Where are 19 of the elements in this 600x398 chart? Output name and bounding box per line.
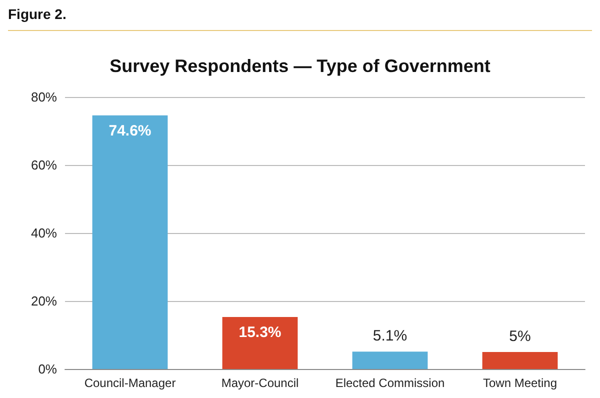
data-label: 5.1%	[372, 328, 408, 345]
y-tick-label: 80%	[30, 90, 58, 104]
x-tick-label: Elected Commission	[335, 376, 445, 390]
y-tick-label: 20%	[30, 294, 58, 308]
bar	[222, 316, 298, 369]
data-label: 74.6%	[108, 122, 152, 140]
chart-title: Survey Respondents — Type of Government	[110, 56, 490, 76]
x-tick-label: Council-Manager	[84, 376, 176, 390]
y-tick-label: 40%	[30, 226, 58, 240]
caption: Figure 2.	[8, 6, 66, 22]
y-tick-label: 60%	[30, 158, 58, 172]
bar	[352, 352, 428, 369]
data-label: 5%	[509, 328, 531, 345]
data-label: 15.3%	[238, 324, 282, 341]
y-tick-label: 0%	[38, 362, 58, 376]
bar	[482, 352, 558, 369]
bar	[92, 115, 168, 369]
x-tick-label: Mayor-Council	[221, 376, 299, 390]
x-tick-label: Town Meeting	[482, 376, 558, 390]
